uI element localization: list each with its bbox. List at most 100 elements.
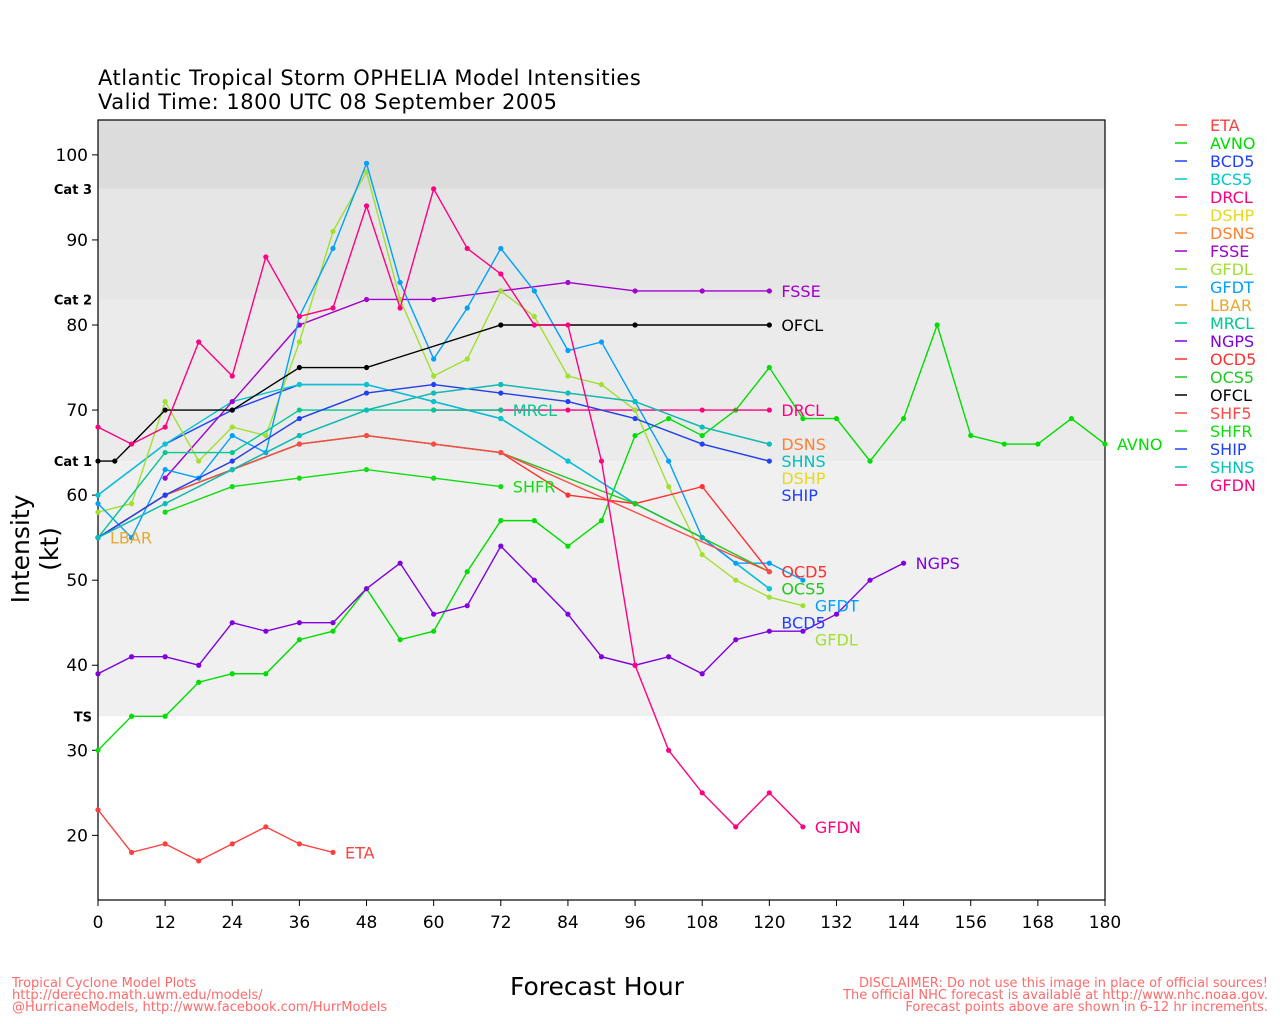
data-point-eta [95,807,101,813]
data-point-gfdt [666,458,672,464]
series-end-label-bcd5: BCD5 [781,614,825,633]
data-point-avno [397,637,403,643]
data-point-gfdl [397,296,403,303]
disclaimer-line: The official NHC forecast is available a… [843,988,1268,1003]
data-point-avno [95,747,101,753]
footer-left-link[interactable]: @HurricaneModels, http://www.facebook.co… [12,1000,388,1015]
legend-label-shfr: SHFR [1210,422,1253,441]
y-tick-label: 90 [66,231,88,251]
intensity-band [98,188,1105,300]
data-point-ngps [363,586,370,592]
data-point-avno [498,518,504,524]
data-point-ngps [330,620,336,626]
series-line-fsse [164,281,770,479]
data-point-shns [699,424,705,430]
data-point-gfdn [632,662,638,668]
x-axis-label: Forecast Hour [510,972,684,1001]
legend-label-ocs5: OCS5 [1210,368,1254,387]
y-tick-label: 50 [66,571,88,591]
data-point-gfdn [95,424,101,430]
legend-label-bcs5: BCS5 [1210,170,1252,189]
x-tick-label: 60 [423,913,445,933]
data-point-ngps [196,662,202,668]
data-point-gfdn [397,305,403,311]
legend-label-gfdt: GFDT [1210,278,1254,297]
data-point-ngps [498,543,504,549]
data-point-avno [867,458,873,464]
data-point-gfdn [229,373,235,379]
data-point-gfdt [330,245,336,252]
data-point-gfdl [431,373,437,379]
legend-label-shns: SHNS [1210,458,1254,477]
series-end-label-dshp: DSHP [781,469,826,488]
y-axis-label: Intensity (kt) [6,494,64,604]
data-point-shns [162,501,168,507]
data-point-shf5 [296,441,302,447]
data-point-gfdl [128,501,135,507]
data-point-gfdn [296,313,302,320]
data-point-shns [498,381,504,388]
y-tick-label: 100 [56,146,88,166]
data-point-ship [498,390,504,396]
chart-subtitle: Valid Time: 1800 UTC 08 September 2005 [98,90,558,114]
legend-label-eta: ETA [1210,116,1240,135]
data-point-ngps [296,620,302,626]
series-end-label-gfdt: GFDT [815,597,859,616]
data-point-shns [766,441,772,447]
data-point-ngps [397,560,403,566]
x-tick-label: 96 [624,913,646,933]
data-point-mrcl [162,449,168,456]
data-point-gfdt [397,279,403,286]
data-point-bcs5 [95,492,101,498]
legend-label-avno: AVNO [1210,134,1255,153]
data-point-fsse [431,296,437,303]
series-line-gfdl [97,170,804,607]
legend-label-ship: SHIP [1210,440,1247,459]
x-tick-label: 0 [93,913,104,933]
legend-label-lbar: LBAR [1210,296,1252,315]
data-point-gfdn [128,441,135,447]
data-point-gfdn [766,790,772,796]
legend-label-gfdl: GFDL [1210,260,1253,279]
series-end-label-lbar: LBAR [110,529,152,548]
data-point-avno [766,364,772,371]
data-point-ofcl [162,407,168,413]
series-end-label-fsse: FSSE [781,282,820,301]
legend-label-shf5: SHF5 [1210,404,1252,423]
data-point-gfdn [666,747,672,753]
data-point-ocd5 [565,492,571,498]
data-point-fsse [699,288,705,294]
data-point-avno [1001,441,1007,447]
data-point-fsse [766,288,772,294]
series-line-gfdt [97,161,804,581]
data-point-avno [330,628,336,634]
data-point-ship [565,398,571,405]
data-point-ngps [95,671,101,677]
data-point-avno [1102,441,1108,447]
data-point-ship [632,415,638,422]
series-end-label-ship: SHIP [781,486,818,505]
x-tick-label: 180 [1089,913,1121,933]
data-point-shfr [498,484,504,490]
data-point-ofcl [95,458,101,464]
data-point-ofcl [766,322,772,328]
legend-label-dsns: DSNS [1210,224,1255,243]
data-point-ngps [867,577,873,583]
legend-label-ofcl: OFCL [1210,386,1252,405]
data-point-fsse [632,288,638,294]
data-point-gfdt [766,560,772,566]
data-point-fsse [565,279,571,286]
data-point-mrcl [296,407,302,413]
y-tick-label: 80 [66,316,88,336]
data-point-gfdl [666,484,672,490]
data-point-eta [296,841,302,847]
data-point-shns [296,432,302,439]
data-point-ngps [733,637,739,643]
data-point-avno [901,415,907,422]
data-point-ngps [464,603,470,609]
data-point-avno [464,569,470,575]
data-point-avno [162,713,168,719]
data-point-ngps [699,671,705,677]
legend-label-dshp: DSHP [1210,206,1255,225]
data-point-eta [196,858,202,864]
